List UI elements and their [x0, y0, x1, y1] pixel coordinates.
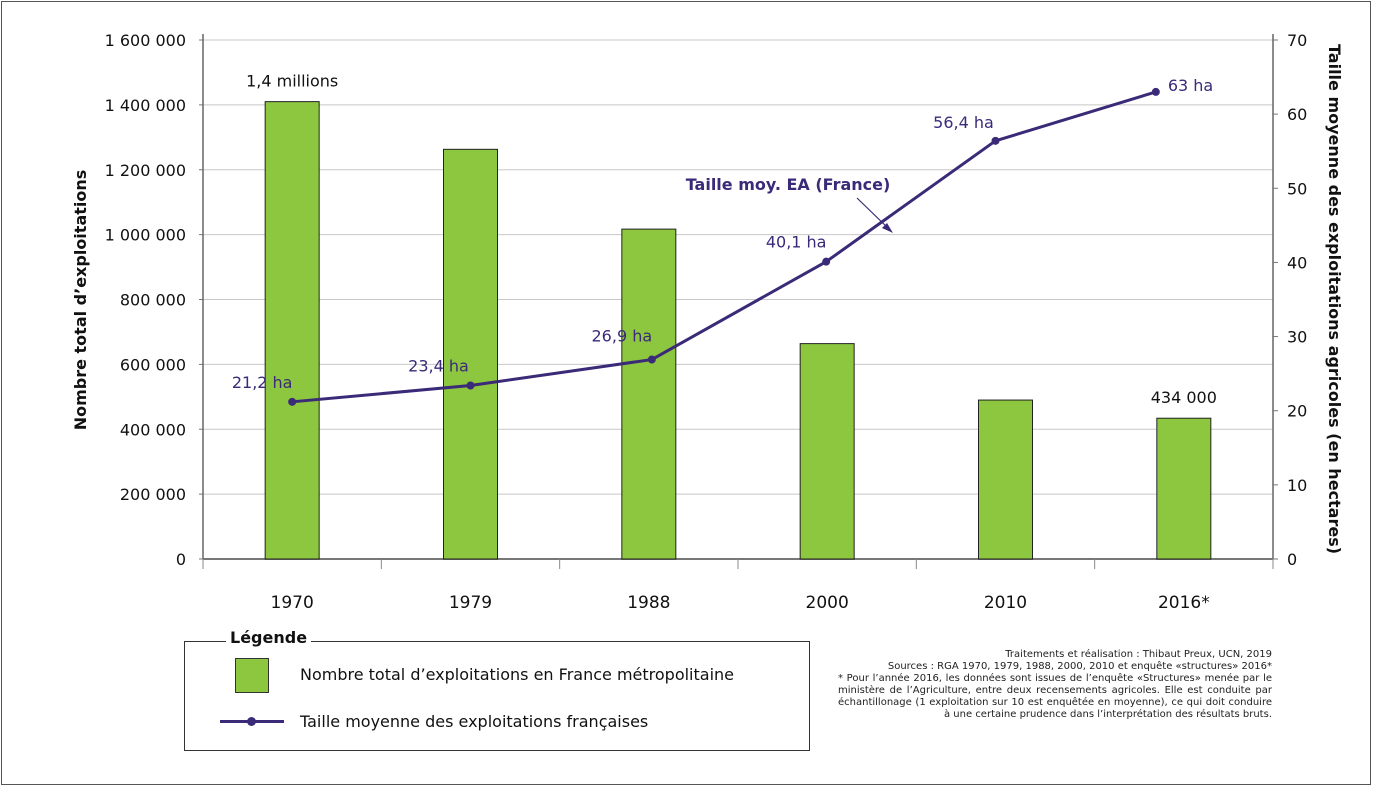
x-tick-label: 2016* — [1158, 593, 1210, 613]
x-tick-label: 1979 — [449, 593, 492, 613]
y-left-tick-label: 800 000 — [120, 291, 186, 310]
bar — [621, 228, 677, 560]
y-right-tick-label: 30 — [1287, 328, 1307, 347]
y-left-tick-label: 1 600 000 — [105, 31, 186, 50]
line-data-label: 21,2 ha — [232, 373, 293, 392]
legend-bar-swatch — [235, 658, 269, 693]
bar — [978, 399, 1033, 560]
line-point — [991, 136, 1000, 145]
bar — [264, 101, 320, 560]
y-right-tick-label: 0 — [1287, 550, 1297, 569]
bar-data-label: 1,4 millions — [246, 72, 338, 91]
y-left-tick-label: 0 — [176, 550, 186, 569]
annotation-pointer — [856, 197, 890, 230]
footnote: * Pour l’année 2016, les données sont is… — [838, 673, 1272, 720]
x-tick-label: 2000 — [806, 593, 849, 613]
line-data-label: 26,9 ha — [592, 327, 653, 346]
legend-box — [184, 641, 810, 751]
legend-bar-label: Nombre total d’exploitations en France m… — [300, 665, 735, 684]
y-left-tick-label: 1 200 000 — [105, 161, 186, 180]
legend-line-label: Taille moyenne des exploitations françai… — [300, 712, 649, 731]
sources-note: Sources : RGA 1970, 1979, 1988, 2000, 20… — [887, 661, 1272, 672]
line-data-label: 63 ha — [1168, 76, 1213, 95]
annotation-arrowhead — [882, 223, 893, 233]
y-right-tick-label: 40 — [1287, 253, 1307, 272]
y-left-tick-label: 200 000 — [120, 485, 186, 504]
line-point — [288, 397, 297, 406]
y-right-tick-label: 50 — [1287, 179, 1307, 198]
bar — [1156, 417, 1212, 560]
line-point — [647, 355, 656, 364]
credit-note: Traitements et réalisation : Thibaut Pre… — [1005, 649, 1272, 660]
line-annotation: Taille moy. EA (France) — [686, 175, 891, 194]
x-tick-label: 1970 — [271, 593, 314, 613]
y-right-tick-label: 70 — [1287, 31, 1307, 50]
line-data-label: 56,4 ha — [933, 113, 994, 132]
y-right-tick-label: 60 — [1287, 105, 1307, 124]
legend-line-marker — [247, 717, 256, 726]
y-right-axis-title: Taille moyenne des exploitations agricol… — [1325, 44, 1344, 554]
line-point — [466, 381, 475, 390]
x-tick-label: 1988 — [627, 593, 670, 613]
y-left-tick-label: 1 000 000 — [105, 226, 186, 245]
bar — [799, 343, 855, 560]
y-left-tick-label: 1 400 000 — [105, 96, 186, 115]
series-line — [292, 90, 1157, 404]
legend-title: Légende — [226, 628, 312, 647]
line-point — [1151, 87, 1160, 96]
x-tick-label: 2010 — [984, 593, 1027, 613]
bar-data-label: 434 000 — [1151, 388, 1217, 407]
y-left-tick-label: 600 000 — [120, 355, 186, 374]
line-data-label: 23,4 ha — [408, 357, 469, 376]
y-left-axis-title: Nombre total d’exploitations — [71, 170, 90, 431]
y-right-tick-label: 20 — [1287, 402, 1307, 421]
y-right-tick-label: 10 — [1287, 476, 1307, 495]
line-point — [822, 257, 831, 266]
y-left-tick-label: 400 000 — [120, 420, 186, 439]
bar — [443, 148, 498, 560]
line-data-label: 40,1 ha — [766, 233, 827, 252]
source-notes: Traitements et réalisation : Thibaut Pre… — [838, 649, 1272, 721]
